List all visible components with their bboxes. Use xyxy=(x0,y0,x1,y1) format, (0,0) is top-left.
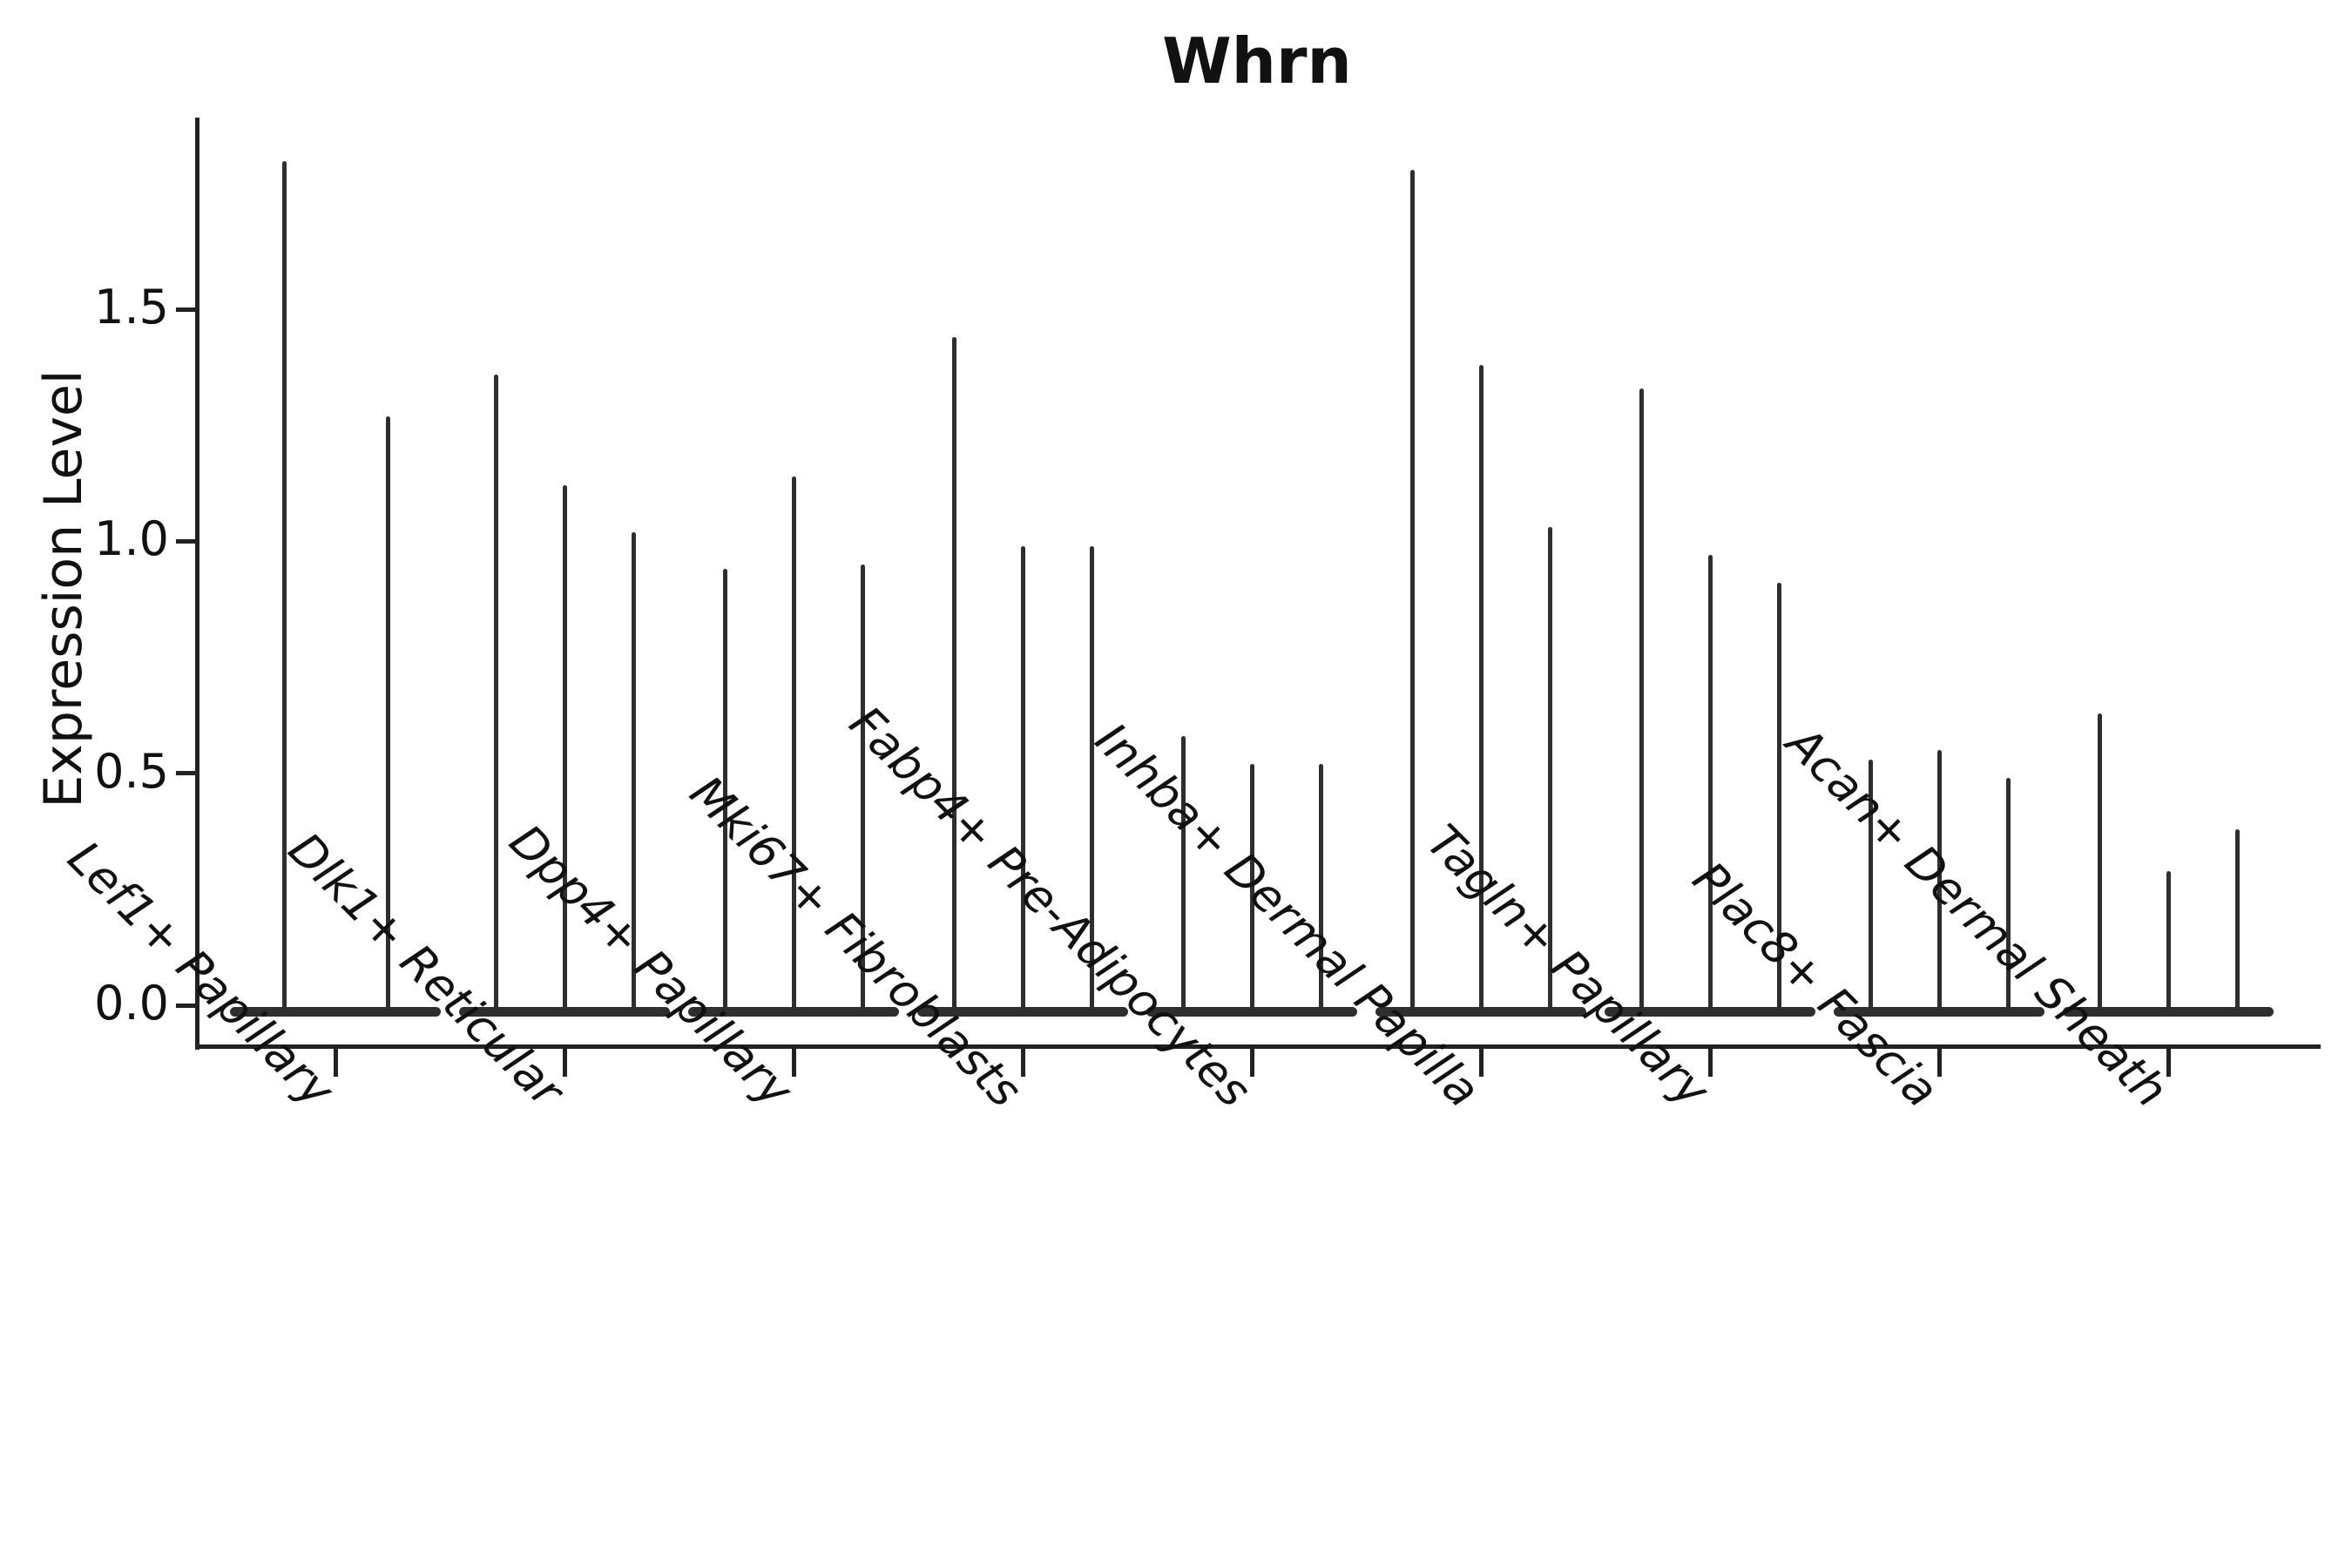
violin-spike xyxy=(631,531,636,1014)
x-tick xyxy=(791,1049,796,1077)
x-tick xyxy=(333,1049,338,1077)
violin-spike xyxy=(1707,555,1713,1014)
x-tick xyxy=(2166,1049,2171,1077)
violin-spike xyxy=(1318,764,1323,1014)
x-tick-label: Acan+ Dermal Sheath xyxy=(1775,716,2177,1119)
violin-spike xyxy=(2097,713,2102,1014)
violin-base xyxy=(230,1007,441,1017)
violin-spike xyxy=(1639,388,1644,1014)
violin-spike xyxy=(2005,778,2011,1014)
violin-spike xyxy=(1249,764,1254,1014)
violin-spike xyxy=(562,485,567,1014)
y-tick xyxy=(176,538,197,544)
violin-spike xyxy=(722,569,727,1014)
violin-spike xyxy=(1936,750,1942,1014)
x-axis-spine xyxy=(195,1044,2321,1049)
y-tick xyxy=(176,307,197,312)
violin-spike xyxy=(2234,828,2240,1014)
y-tick xyxy=(176,771,197,776)
violin-spike xyxy=(281,160,287,1014)
y-axis-spine xyxy=(195,118,199,1050)
violin-spike xyxy=(1180,736,1186,1014)
violin-spike xyxy=(1547,527,1552,1014)
y-tick-label: 1.0 xyxy=(94,511,169,567)
violin-spike xyxy=(860,564,865,1014)
y-tick-label: 0.0 xyxy=(94,976,169,1031)
violin-spike xyxy=(951,336,956,1014)
violin-spike xyxy=(2166,870,2171,1014)
x-tick xyxy=(1020,1049,1025,1077)
violin-spike xyxy=(1089,545,1094,1014)
violin-spike xyxy=(1020,545,1025,1014)
violin-spike xyxy=(1409,170,1415,1014)
x-tick xyxy=(1936,1049,1942,1077)
violin-spike xyxy=(1478,364,1484,1014)
x-tick xyxy=(1707,1049,1713,1077)
violin-spike xyxy=(1868,759,1873,1014)
x-tick xyxy=(1478,1049,1484,1077)
violin-spike xyxy=(385,416,390,1014)
x-tick-label: Fabp4+ Pre-Adipocytes xyxy=(839,696,1260,1119)
y-tick xyxy=(176,1003,197,1008)
x-tick-label: Plac8+ Fascia xyxy=(1682,852,1948,1119)
violin-spike xyxy=(1776,583,1781,1014)
x-tick xyxy=(562,1049,567,1077)
page-title: Whrn xyxy=(1162,24,1352,98)
x-tick xyxy=(1249,1049,1254,1077)
x-tick-label: Inhba+ Dermal Papilla xyxy=(1085,713,1490,1119)
y-tick-label: 1.5 xyxy=(94,280,169,335)
y-tick-label: 0.5 xyxy=(94,743,169,799)
violin-spike xyxy=(493,374,498,1014)
violin-spike xyxy=(791,476,796,1014)
